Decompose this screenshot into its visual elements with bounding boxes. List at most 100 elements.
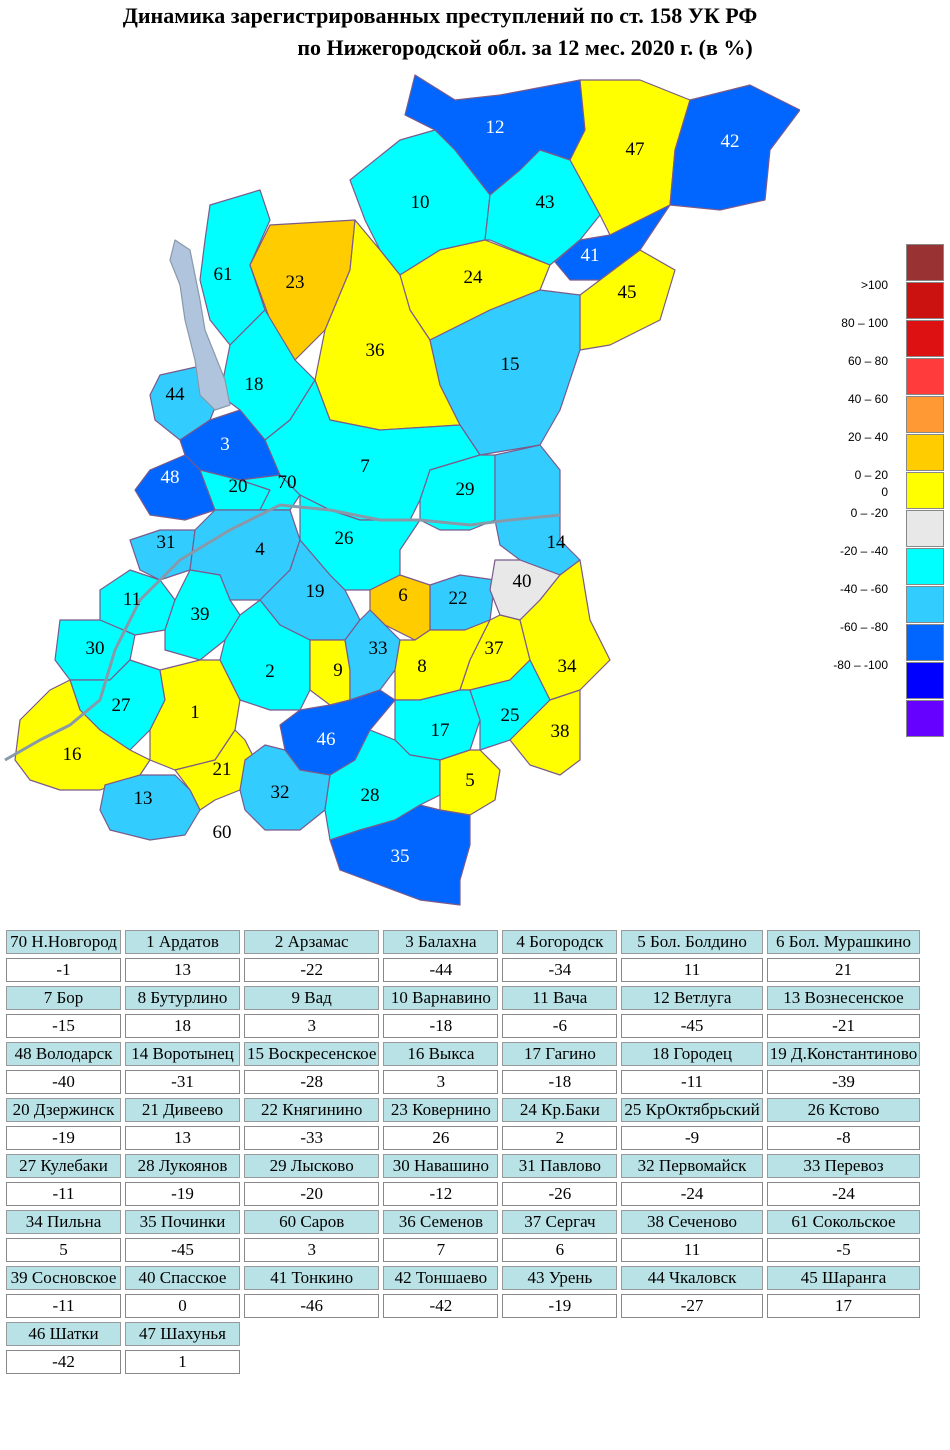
region-label-26: 26 xyxy=(335,528,354,549)
district-name-cell: 1 Ардатов xyxy=(125,930,240,954)
district-value-cell: 11 xyxy=(621,958,763,982)
district-name-cell: 40 Спасское xyxy=(125,1266,240,1290)
district-value-cell: -19 xyxy=(125,1182,240,1206)
district-name-cell: 12 Ветлуга xyxy=(621,986,763,1010)
region-label-8: 8 xyxy=(417,656,427,677)
region-42[interactable] xyxy=(669,84,800,211)
district-name-cell: 46 Шатки xyxy=(6,1322,121,1346)
district-value-cell: 3 xyxy=(244,1014,380,1038)
legend-label: >100 xyxy=(860,278,888,292)
legend-swatch xyxy=(906,282,944,319)
district-name-cell: 17 Гагино xyxy=(502,1042,618,1066)
region-label-40: 40 xyxy=(513,571,532,592)
district-name-cell: 61 Сокольское xyxy=(766,1210,921,1234)
region-35[interactable] xyxy=(329,804,471,906)
region-label-30: 30 xyxy=(86,638,105,659)
district-name-cell: 30 Навашино xyxy=(383,1154,499,1178)
region-16[interactable] xyxy=(14,679,151,791)
district-name-cell: 43 Урень xyxy=(502,1266,618,1290)
district-name-cell: 39 Сосновское xyxy=(6,1266,121,1290)
district-name-cell: 41 Тонкино xyxy=(244,1266,380,1290)
region-label-33: 33 xyxy=(369,638,388,659)
region-label-17: 17 xyxy=(431,720,450,741)
district-value-cell: 1 xyxy=(125,1350,240,1374)
region-label-20: 20 xyxy=(229,476,248,497)
legend-swatch xyxy=(906,586,944,623)
legend-swatch xyxy=(906,510,944,547)
title-line-1: Динамика зарегистрированных преступлений… xyxy=(122,3,758,28)
legend-swatch xyxy=(906,700,944,737)
legend-swatch xyxy=(906,472,944,509)
region-38[interactable] xyxy=(509,689,581,776)
region-15[interactable] xyxy=(429,289,581,456)
district-value-cell: -15 xyxy=(6,1014,121,1038)
district-name-cell: 42 Тоншаево xyxy=(383,1266,499,1290)
volga-reservoir xyxy=(169,239,231,411)
district-name-cell: 44 Чкаловск xyxy=(621,1266,763,1290)
region-label-2: 2 xyxy=(265,661,275,682)
district-name-cell: 13 Вознесенское xyxy=(766,986,921,1010)
region-label-48: 48 xyxy=(161,467,180,488)
region-label-13: 13 xyxy=(134,788,153,809)
district-value-cell: -45 xyxy=(621,1014,763,1038)
legend-swatch xyxy=(906,434,944,471)
district-name-cell: 36 Семенов xyxy=(383,1210,499,1234)
region-label-27: 27 xyxy=(112,695,131,716)
district-value-cell: -18 xyxy=(383,1014,499,1038)
region-label-25: 25 xyxy=(501,705,520,726)
district-value-cell: -28 xyxy=(244,1070,380,1094)
legend-swatch xyxy=(906,244,944,281)
legend-label: 80 – 100 xyxy=(841,316,888,330)
region-label-14: 14 xyxy=(547,532,567,553)
region-label-43: 43 xyxy=(536,192,555,213)
region-1[interactable] xyxy=(149,659,241,771)
empty-cell xyxy=(767,1350,921,1374)
region-label-45: 45 xyxy=(618,282,637,303)
district-name-cell: 38 Сеченово xyxy=(621,1210,763,1234)
district-name-cell: 9 Вад xyxy=(244,986,380,1010)
region-label-15: 15 xyxy=(501,354,520,375)
district-name-cell: 23 Ковернино xyxy=(383,1098,499,1122)
district-value-cell: 7 xyxy=(383,1238,499,1262)
region-14[interactable] xyxy=(494,444,581,576)
district-name-cell: 48 Володарск xyxy=(6,1042,121,1066)
region-label-12: 12 xyxy=(486,117,505,138)
district-value-cell: 18 xyxy=(125,1014,240,1038)
district-name-cell: 10 Варнавино xyxy=(383,986,499,1010)
district-value-cell: -20 xyxy=(244,1182,380,1206)
region-43[interactable] xyxy=(484,149,601,266)
district-value-cell: -46 xyxy=(244,1294,380,1318)
district-value-cell: -22 xyxy=(244,958,380,982)
district-value-cell: -44 xyxy=(383,958,499,982)
region-label-6: 6 xyxy=(398,585,408,606)
legend-swatch xyxy=(906,396,944,433)
region-48[interactable] xyxy=(134,454,216,521)
legend-label: -40 – -60 xyxy=(839,582,888,596)
district-value-cell: -1 xyxy=(6,958,121,982)
district-name-cell: 6 Бол. Мурашкино xyxy=(766,930,921,954)
district-value-cell: -26 xyxy=(502,1182,618,1206)
region-13[interactable] xyxy=(99,774,201,841)
district-value-cell: -24 xyxy=(621,1182,763,1206)
legend-swatch xyxy=(906,548,944,585)
district-value-cell: -11 xyxy=(6,1294,121,1318)
district-value-cell: 2 xyxy=(502,1126,618,1150)
legend-label: 40 – 60 xyxy=(847,392,888,406)
district-name-cell: 45 Шаранга xyxy=(766,1266,921,1290)
region-label-35: 35 xyxy=(391,846,410,867)
district-value-cell: -24 xyxy=(766,1182,921,1206)
district-value-cell: 13 xyxy=(125,1126,240,1150)
district-value-cell: -19 xyxy=(502,1294,618,1318)
district-value-cell: -40 xyxy=(6,1070,121,1094)
district-name-cell: 20 Дзержинск xyxy=(6,1098,121,1122)
region-5[interactable] xyxy=(439,749,501,816)
legend-label: 0 xyxy=(881,485,888,499)
region-9[interactable] xyxy=(309,639,351,706)
empty-cell xyxy=(244,1322,379,1346)
district-value-cell: 6 xyxy=(502,1238,618,1262)
region-label-37: 37 xyxy=(485,638,504,659)
district-value-cell: 17 xyxy=(766,1294,921,1318)
district-name-cell: 21 Дивеево xyxy=(125,1098,240,1122)
region-label-34: 34 xyxy=(558,656,578,677)
